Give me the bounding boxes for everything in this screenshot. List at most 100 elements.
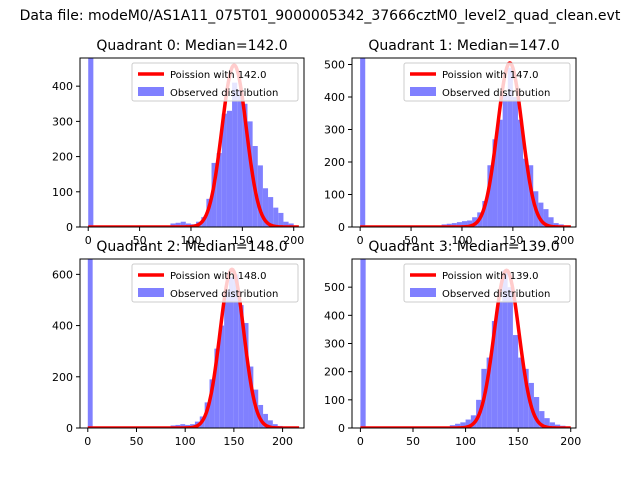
histogram-bar <box>262 188 269 227</box>
histogram-bar <box>486 357 492 428</box>
x-tick-label: 100 <box>451 234 472 247</box>
y-tick-label: 0 <box>66 221 73 234</box>
y-tick-label: 400 <box>324 309 345 322</box>
axes-frame <box>351 57 577 228</box>
histogram-bar <box>88 58 94 227</box>
y-tick-label: 600 <box>52 268 73 281</box>
histogram-bar <box>232 82 238 227</box>
histogram-bar <box>492 139 498 227</box>
y-tick-label: 500 <box>324 281 345 294</box>
histogram-bar <box>283 221 289 227</box>
histogram-bar <box>512 97 518 227</box>
y-tick-label: 200 <box>52 371 73 384</box>
histogram-bar <box>180 221 186 227</box>
histogram-bar <box>507 287 513 428</box>
histogram-bar <box>278 212 284 227</box>
x-tick-label: 200 <box>272 435 293 448</box>
y-tick-label: 300 <box>52 115 73 128</box>
panel-title: Quadrant 0: Median=142.0 <box>96 38 287 54</box>
poisson-curve <box>87 267 300 428</box>
histogram-bar <box>257 165 263 227</box>
histogram-bar <box>502 95 508 227</box>
histogram-bar <box>243 323 249 428</box>
panel-title: Quadrant 3: Median=139.0 <box>368 239 559 255</box>
histogram-bar <box>543 209 549 227</box>
x-tick-label: 50 <box>404 234 418 247</box>
y-tick-label: 400 <box>52 320 73 333</box>
histogram-bar <box>209 379 215 428</box>
plot-area <box>359 259 572 428</box>
x-tick-label: 100 <box>175 435 196 448</box>
y-tick-label: 200 <box>324 366 345 379</box>
histogram-bar <box>211 162 217 227</box>
legend-label: Observed distribution <box>170 88 278 99</box>
axes-frame <box>79 57 305 228</box>
x-tick-label: 200 <box>553 234 574 247</box>
x-tick-label: 50 <box>129 435 143 448</box>
plot-area <box>87 259 300 428</box>
poisson-curve <box>87 63 300 227</box>
x-tick-label: 200 <box>283 234 304 247</box>
histogram-bar <box>170 223 176 227</box>
histogram-bar <box>226 110 233 227</box>
histogram-bar <box>512 335 519 428</box>
histogram-bar <box>456 222 462 227</box>
histogram-bar <box>465 419 471 428</box>
x-tick-label: 150 <box>223 435 244 448</box>
y-tick-label: 400 <box>52 80 73 93</box>
x-tick-label: 0 <box>357 234 364 247</box>
legend-box <box>131 62 299 102</box>
histogram-bar <box>247 121 253 227</box>
y-tick-label: 0 <box>338 422 345 435</box>
x-tick-label: 0 <box>85 234 92 247</box>
histogram-bar <box>233 274 239 428</box>
y-tick-label: 100 <box>324 189 345 202</box>
quadrant-panel-1: Quadrant 1: Median=147.0 0 50 100 150 200 0 100… <box>324 38 577 247</box>
histogram-bar <box>216 153 222 227</box>
histogram-bar <box>360 58 366 227</box>
plot-area <box>87 58 300 227</box>
quadrant-panel-3: Quadrant 3: Median=139.0 0 50 100 150 200 0 100… <box>324 239 581 448</box>
x-tick-label: 100 <box>455 435 476 448</box>
histogram-bar <box>451 223 457 227</box>
x-tick-label: 0 <box>357 435 364 448</box>
histogram-bar <box>221 113 227 227</box>
histogram-bar <box>544 418 550 428</box>
quadrant-panel-0: Quadrant 0: Median=142.0 0 50 100 150 200 0 100… <box>52 38 305 247</box>
histogram-bar <box>175 222 181 227</box>
x-tick-label: 150 <box>502 234 523 247</box>
x-tick-label: 0 <box>84 435 91 448</box>
y-tick-label: 0 <box>338 221 345 234</box>
histogram-bar <box>482 201 488 227</box>
legend-label: Observed distribution <box>442 88 550 99</box>
histogram-bar <box>467 220 473 227</box>
legend: Poission with 139.0 Observed distribution <box>403 263 571 303</box>
histogram-bar <box>518 357 524 428</box>
x-tick-label: 150 <box>232 234 253 247</box>
y-tick-label: 0 <box>66 422 73 435</box>
histogram-bar <box>538 202 544 227</box>
panel-title: Quadrant 1: Median=147.0 <box>368 38 559 54</box>
histogram-bar <box>206 198 212 227</box>
histogram-bar <box>497 301 503 428</box>
x-tick-label: 100 <box>180 234 201 247</box>
legend-label: Poission with 148.0 <box>170 271 266 282</box>
legend-label: Poission with 147.0 <box>442 70 538 81</box>
histogram-bar <box>237 89 243 227</box>
figure-suptitle: Data file: modeM0/AS1A11_075T01_90000053… <box>20 8 621 24</box>
y-tick-label: 100 <box>52 186 73 199</box>
histogram-bar <box>455 423 461 428</box>
poisson-curve <box>359 268 572 428</box>
x-tick-label: 50 <box>406 435 420 448</box>
y-tick-label: 200 <box>324 156 345 169</box>
legend-box <box>403 62 571 102</box>
histogram-bar <box>461 221 468 227</box>
legend-box <box>403 263 571 303</box>
histogram-bar <box>507 67 513 227</box>
histogram-bar <box>180 424 186 428</box>
histogram-bar <box>268 197 274 227</box>
legend-bar-swatch <box>410 87 436 96</box>
histogram-bar <box>523 158 529 227</box>
legend: Poission with 148.0 Observed distribution <box>131 263 299 303</box>
histogram-bar <box>460 422 466 428</box>
